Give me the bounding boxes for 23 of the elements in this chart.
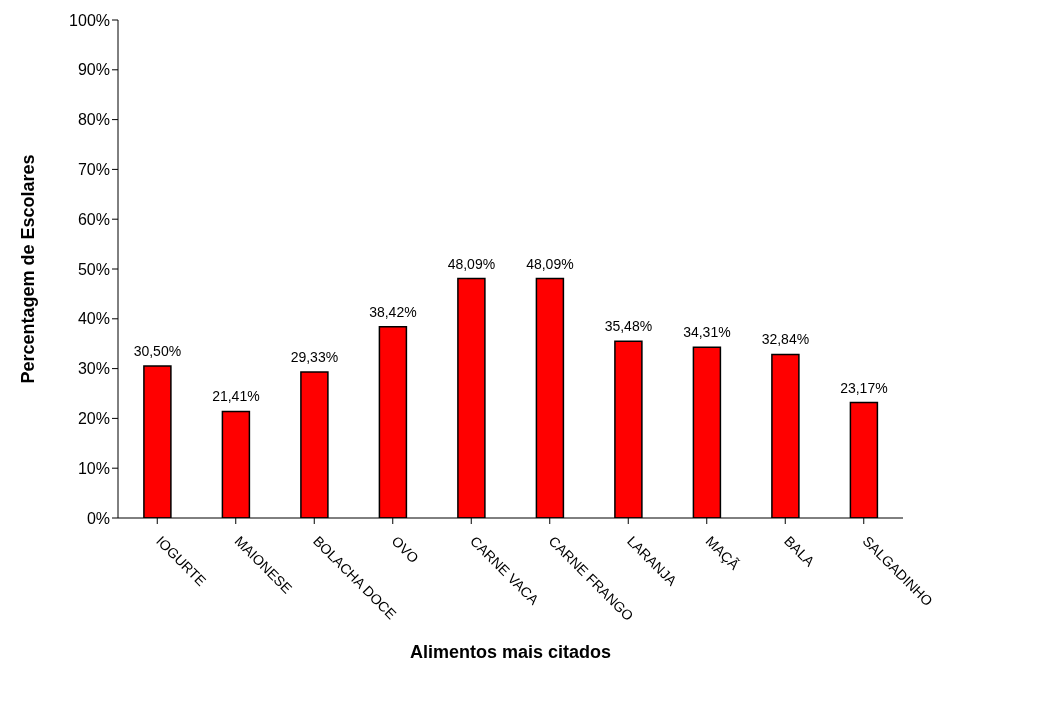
data-label: 29,33%	[290, 348, 339, 365]
y-tick-label: 80%	[77, 111, 110, 129]
y-tick-label: 100%	[69, 11, 110, 29]
y-tick-label: 90%	[77, 61, 110, 79]
y-tick-label: 30%	[77, 360, 110, 378]
x-axis-title: Alimentos mais citados	[409, 642, 612, 662]
y-tick-label: 0%	[86, 509, 110, 527]
data-label: 48,09%	[447, 255, 496, 272]
y-axis-title: Percentagem de Escolares	[18, 154, 39, 384]
data-label: 34,31%	[683, 324, 731, 341]
y-tick-label: 40%	[77, 310, 110, 328]
data-label: 21,41%	[212, 388, 260, 405]
data-label: 23,17%	[840, 379, 888, 396]
y-tick-label: 20%	[77, 410, 110, 428]
y-tick-label: 60%	[77, 210, 110, 228]
data-label: 35,48%	[604, 318, 653, 335]
data-label: 38,42%	[369, 303, 417, 320]
data-label: 48,09%	[526, 255, 574, 272]
y-tick-label: 70%	[77, 161, 110, 179]
y-tick-label: 50%	[77, 260, 110, 278]
y-tick-label: 10%	[77, 459, 110, 477]
data-label: 32,84%	[761, 331, 810, 348]
data-label: 30,50%	[133, 343, 182, 360]
